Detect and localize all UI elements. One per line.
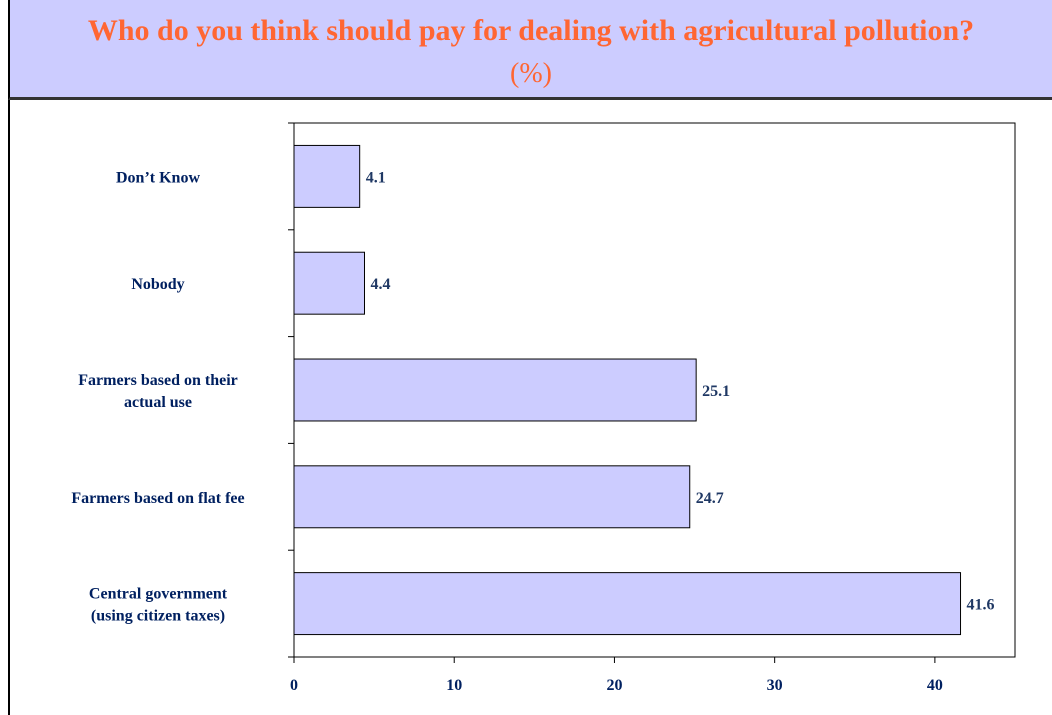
value-label-3: 24.7 xyxy=(696,490,724,507)
category-label-3: Farmers based on flat fee xyxy=(71,490,244,507)
category-label-4: Central government (using citizen taxes) xyxy=(89,586,228,625)
chart-subtitle: (%) xyxy=(510,58,552,89)
x-tick-label-20: 20 xyxy=(606,677,622,694)
bar-2 xyxy=(293,358,697,422)
category-label-2: Farmers based on their actual use xyxy=(78,372,238,411)
category-label-1: Nobody xyxy=(131,276,184,293)
value-label-2: 25.1 xyxy=(702,383,730,400)
chart-frame xyxy=(8,0,1052,715)
bar-4 xyxy=(293,572,962,636)
x-tick-label-0: 0 xyxy=(290,677,298,694)
value-label-4: 41.6 xyxy=(967,597,995,614)
value-label-0: 4.1 xyxy=(366,169,386,186)
chart-title: Who do you think should pay for dealing … xyxy=(87,14,975,47)
category-label-0: Don’t Know xyxy=(116,169,200,186)
bar-3 xyxy=(293,465,691,529)
x-tick-label-30: 30 xyxy=(767,677,783,694)
value-label-1: 4.4 xyxy=(370,276,390,293)
title-box: Who do you think should pay for dealing … xyxy=(8,0,1052,100)
bar-1 xyxy=(293,251,365,315)
x-tick-label-40: 40 xyxy=(927,677,943,694)
bar-0 xyxy=(293,144,361,208)
x-tick-label-10: 10 xyxy=(446,677,462,694)
